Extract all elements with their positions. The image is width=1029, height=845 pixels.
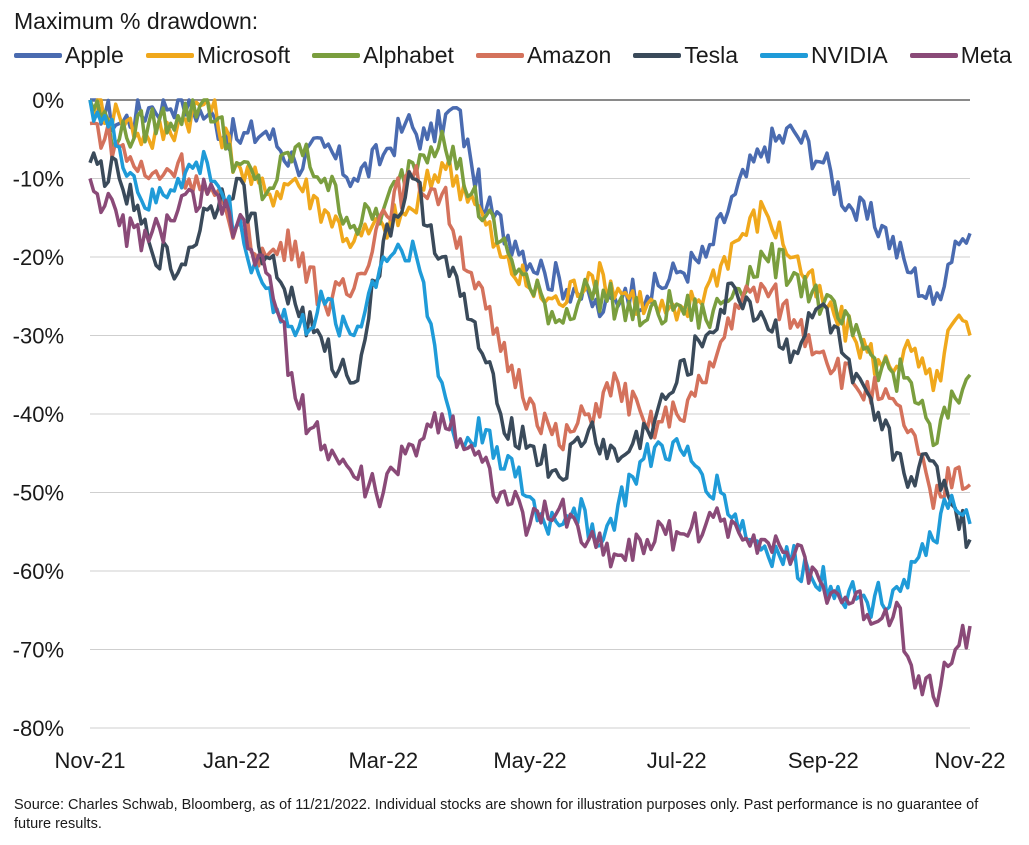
legend-label-microsoft: Microsoft: [196, 42, 291, 68]
legend-swatch-apple: [14, 53, 62, 58]
y-tick-label: -20%: [13, 245, 64, 270]
legend-item-meta: Meta: [909, 42, 1012, 69]
legend-item-amazon: Amazon: [475, 42, 612, 69]
x-axis-ticks: Nov-21 Jan-22 Mar-22 May-22 Jul-22 Sep-22 Nov-…: [55, 748, 1006, 773]
series-line-tesla: [88, 151, 972, 549]
y-tick-label: 0%: [32, 88, 64, 113]
series-line-microsoft: [88, 98, 972, 393]
legend-label-tesla: Tesla: [684, 42, 739, 68]
legend-item-nvidia: NVIDIA: [760, 42, 888, 69]
legend-swatch-alphabet: [312, 53, 361, 58]
legend-swatch-nvidia: [760, 53, 809, 58]
legend-label-nvidia: NVIDIA: [811, 42, 888, 68]
legend-swatch-tesla: [633, 53, 682, 58]
chart-title: Maximum % drawdown:: [14, 8, 259, 34]
legend-label-alphabet: Alphabet: [363, 42, 454, 68]
legend-swatch-meta: [909, 53, 958, 58]
x-tick-label: Jul-22: [647, 748, 707, 773]
y-tick-label: -80%: [13, 716, 64, 741]
y-tick-label: -60%: [13, 559, 64, 584]
series-line-apple: [90, 98, 972, 319]
legend-item-tesla: Tesla: [633, 42, 738, 69]
series-line-meta: [88, 177, 972, 708]
legend-label-meta: Meta: [960, 42, 1012, 68]
legend-swatch-microsoft: [145, 53, 194, 58]
y-axis-ticks: 0% -10% -20% -30% -40% -50% -60% -70% -80%: [13, 88, 64, 741]
series-line-alphabet: [88, 98, 972, 448]
source-note: Source: Charles Schwab, Bloomberg, as of…: [14, 797, 979, 832]
legend-item-microsoft: Microsoft: [145, 42, 291, 69]
x-tick-label: Jan-22: [203, 748, 270, 773]
chart-legend: Apple Microsoft Alphabet Amazon Tesla NV…: [14, 42, 1029, 69]
legend-label-amazon: Amazon: [526, 42, 612, 68]
legend-item-apple: Apple: [14, 42, 124, 69]
series-lines: [88, 98, 972, 708]
legend-label-apple: Apple: [65, 42, 124, 68]
y-tick-label: -50%: [13, 481, 64, 506]
y-tick-label: -40%: [13, 402, 64, 427]
x-tick-label: Mar-22: [348, 748, 418, 773]
x-tick-label: Nov-22: [935, 748, 1006, 773]
legend-item-alphabet: Alphabet: [312, 42, 454, 69]
x-tick-label: May-22: [493, 748, 566, 773]
y-tick-label: -30%: [13, 324, 64, 349]
x-tick-label: Nov-21: [55, 748, 126, 773]
y-tick-label: -10%: [13, 167, 64, 192]
x-tick-label: Sep-22: [788, 748, 859, 773]
gridlines: [90, 99, 970, 729]
legend-swatch-amazon: [475, 53, 524, 58]
y-tick-label: -70%: [13, 638, 64, 663]
